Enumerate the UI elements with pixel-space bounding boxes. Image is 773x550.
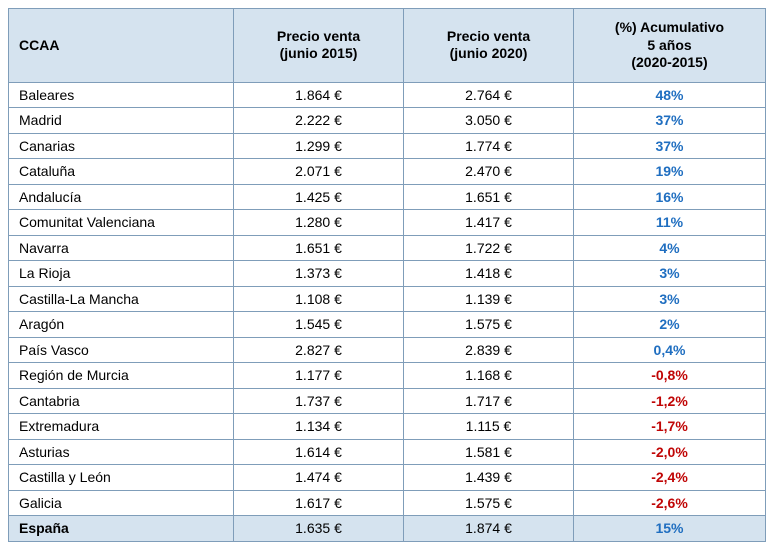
- cell-ccaa: Andalucía: [9, 184, 234, 210]
- cell-pct: -1,2%: [574, 388, 766, 414]
- cell-pct: 15%: [574, 516, 766, 542]
- cell-ccaa: Asturias: [9, 439, 234, 465]
- cell-p2015: 1.373 €: [234, 261, 404, 287]
- cell-p2015: 1.864 €: [234, 82, 404, 108]
- table-total-row: España1.635 €1.874 €15%: [9, 516, 766, 542]
- cell-pct: 16%: [574, 184, 766, 210]
- cell-ccaa: Cataluña: [9, 159, 234, 185]
- cell-pct: -2,6%: [574, 490, 766, 516]
- cell-p2015: 1.134 €: [234, 414, 404, 440]
- cell-pct: 19%: [574, 159, 766, 185]
- table-row: Cantabria1.737 €1.717 €-1,2%: [9, 388, 766, 414]
- cell-p2015: 1.651 €: [234, 235, 404, 261]
- cell-ccaa: Canarias: [9, 133, 234, 159]
- cell-p2020: 2.470 €: [404, 159, 574, 185]
- cell-p2015: 1.280 €: [234, 210, 404, 236]
- cell-ccaa: España: [9, 516, 234, 542]
- cell-pct: 3%: [574, 261, 766, 287]
- table-row: Cataluña2.071 €2.470 €19%: [9, 159, 766, 185]
- table-row: Andalucía1.425 €1.651 €16%: [9, 184, 766, 210]
- cell-ccaa: País Vasco: [9, 337, 234, 363]
- col-header-pct: (%) Acumulativo5 años(2020-2015): [574, 9, 766, 83]
- table-row: Castilla y León1.474 €1.439 €-2,4%: [9, 465, 766, 491]
- cell-p2015: 2.222 €: [234, 108, 404, 134]
- cell-p2015: 1.108 €: [234, 286, 404, 312]
- table-body: Baleares1.864 €2.764 €48%Madrid2.222 €3.…: [9, 82, 766, 541]
- cell-p2015: 1.635 €: [234, 516, 404, 542]
- cell-p2020: 3.050 €: [404, 108, 574, 134]
- col-header-p2015: Precio venta(junio 2015): [234, 9, 404, 83]
- cell-ccaa: La Rioja: [9, 261, 234, 287]
- table-row: Baleares1.864 €2.764 €48%: [9, 82, 766, 108]
- table-row: Asturias1.614 €1.581 €-2,0%: [9, 439, 766, 465]
- cell-p2015: 1.545 €: [234, 312, 404, 338]
- cell-p2015: 2.827 €: [234, 337, 404, 363]
- table-row: La Rioja1.373 €1.418 €3%: [9, 261, 766, 287]
- cell-p2020: 1.581 €: [404, 439, 574, 465]
- cell-p2015: 1.299 €: [234, 133, 404, 159]
- cell-p2020: 1.439 €: [404, 465, 574, 491]
- cell-p2020: 1.722 €: [404, 235, 574, 261]
- cell-p2020: 1.139 €: [404, 286, 574, 312]
- cell-pct: 37%: [574, 133, 766, 159]
- cell-p2020: 2.764 €: [404, 82, 574, 108]
- cell-p2020: 1.115 €: [404, 414, 574, 440]
- cell-p2015: 1.614 €: [234, 439, 404, 465]
- cell-p2020: 1.651 €: [404, 184, 574, 210]
- cell-p2015: 1.617 €: [234, 490, 404, 516]
- table-row: País Vasco2.827 €2.839 €0,4%: [9, 337, 766, 363]
- cell-pct: 4%: [574, 235, 766, 261]
- cell-p2015: 1.177 €: [234, 363, 404, 389]
- table-row: Región de Murcia1.177 €1.168 €-0,8%: [9, 363, 766, 389]
- cell-p2020: 1.418 €: [404, 261, 574, 287]
- cell-ccaa: Castilla y León: [9, 465, 234, 491]
- cell-p2020: 1.168 €: [404, 363, 574, 389]
- table-row: Comunitat Valenciana1.280 €1.417 €11%: [9, 210, 766, 236]
- cell-ccaa: Navarra: [9, 235, 234, 261]
- cell-pct: -1,7%: [574, 414, 766, 440]
- cell-pct: 0,4%: [574, 337, 766, 363]
- col-header-ccaa: CCAA: [9, 9, 234, 83]
- table-row: Aragón1.545 €1.575 €2%: [9, 312, 766, 338]
- cell-pct: 3%: [574, 286, 766, 312]
- table-row: Castilla-La Mancha1.108 €1.139 €3%: [9, 286, 766, 312]
- cell-ccaa: Comunitat Valenciana: [9, 210, 234, 236]
- cell-pct: 48%: [574, 82, 766, 108]
- cell-p2015: 1.425 €: [234, 184, 404, 210]
- table-row: Madrid2.222 €3.050 €37%: [9, 108, 766, 134]
- cell-ccaa: Cantabria: [9, 388, 234, 414]
- cell-p2020: 1.774 €: [404, 133, 574, 159]
- cell-ccaa: Galicia: [9, 490, 234, 516]
- cell-ccaa: Madrid: [9, 108, 234, 134]
- cell-p2020: 2.839 €: [404, 337, 574, 363]
- table-header: CCAA Precio venta(junio 2015) Precio ven…: [9, 9, 766, 83]
- cell-pct: -0,8%: [574, 363, 766, 389]
- price-table: CCAA Precio venta(junio 2015) Precio ven…: [8, 8, 766, 542]
- table-row: Extremadura1.134 €1.115 €-1,7%: [9, 414, 766, 440]
- cell-p2015: 1.474 €: [234, 465, 404, 491]
- cell-p2020: 1.575 €: [404, 490, 574, 516]
- cell-p2015: 2.071 €: [234, 159, 404, 185]
- cell-p2015: 1.737 €: [234, 388, 404, 414]
- cell-p2020: 1.575 €: [404, 312, 574, 338]
- table-row: Navarra1.651 €1.722 €4%: [9, 235, 766, 261]
- cell-ccaa: Región de Murcia: [9, 363, 234, 389]
- cell-pct: -2,0%: [574, 439, 766, 465]
- cell-ccaa: Aragón: [9, 312, 234, 338]
- cell-p2020: 1.874 €: [404, 516, 574, 542]
- cell-p2020: 1.717 €: [404, 388, 574, 414]
- cell-ccaa: Extremadura: [9, 414, 234, 440]
- cell-ccaa: Castilla-La Mancha: [9, 286, 234, 312]
- cell-pct: 37%: [574, 108, 766, 134]
- table-row: Galicia1.617 €1.575 €-2,6%: [9, 490, 766, 516]
- cell-ccaa: Baleares: [9, 82, 234, 108]
- cell-pct: 11%: [574, 210, 766, 236]
- table-row: Canarias1.299 €1.774 €37%: [9, 133, 766, 159]
- col-header-p2020: Precio venta(junio 2020): [404, 9, 574, 83]
- cell-p2020: 1.417 €: [404, 210, 574, 236]
- cell-pct: -2,4%: [574, 465, 766, 491]
- cell-pct: 2%: [574, 312, 766, 338]
